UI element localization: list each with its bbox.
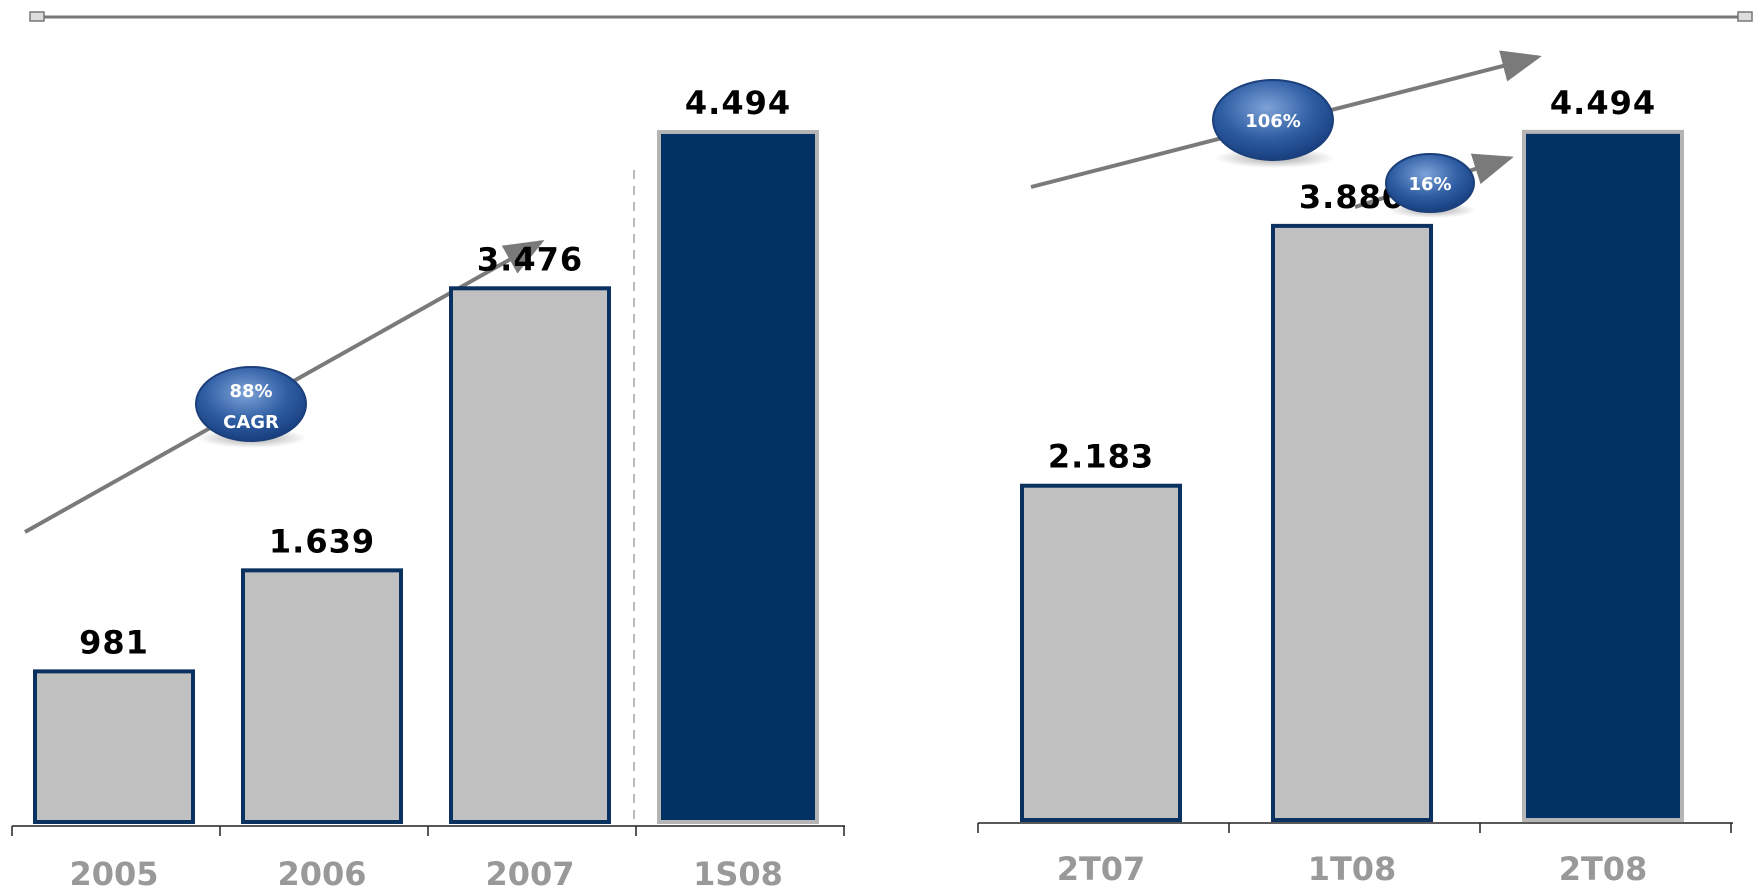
cagr-badge-line2: CAGR <box>223 412 279 433</box>
left-bar-chart: 981 2005 1.639 2006 3.476 2007 4.494 1S08 <box>11 84 845 889</box>
right-category-label-1T08: 1T08 <box>1308 850 1397 888</box>
left-value-label-2006: 1.639 <box>269 522 375 560</box>
right-category-label-2T07: 2T07 <box>1057 850 1146 888</box>
left-value-label-2007: 3.476 <box>477 240 583 278</box>
cagr-badge-line1: 88% <box>229 381 272 402</box>
cagr-badge: 88% CAGR <box>195 366 307 448</box>
left-category-label-2006: 2006 <box>277 855 366 889</box>
left-bar-2006 <box>241 568 403 824</box>
right-category-label-2T08: 2T08 <box>1559 850 1648 888</box>
right-bar-2T08 <box>1522 129 1684 822</box>
right-bar-1T08 <box>1271 223 1433 822</box>
left-value-label-2005: 981 <box>79 623 149 661</box>
right-value-label-2T07: 2.183 <box>1048 438 1154 476</box>
left-bar-1S08 <box>657 129 819 824</box>
growth-badge-106-text: 106% <box>1245 111 1301 132</box>
top-rule-right-cap <box>1737 11 1753 22</box>
left-bar-2007 <box>449 286 611 824</box>
growth-badge-106: 106% <box>1212 79 1335 168</box>
left-value-label-1S08: 4.494 <box>685 84 791 122</box>
left-category-label-2005: 2005 <box>69 855 158 889</box>
top-rule-left-cap <box>29 11 45 22</box>
left-category-label-2007: 2007 <box>485 855 574 889</box>
growth-badge-16: 16% <box>1385 153 1476 218</box>
right-value-label-2T08: 4.494 <box>1550 84 1656 122</box>
growth-badge-16-text: 16% <box>1408 174 1451 195</box>
right-bar-2T07 <box>1020 483 1182 822</box>
left-bar-2005 <box>33 669 195 824</box>
left-category-label-1S08: 1S08 <box>693 855 783 889</box>
